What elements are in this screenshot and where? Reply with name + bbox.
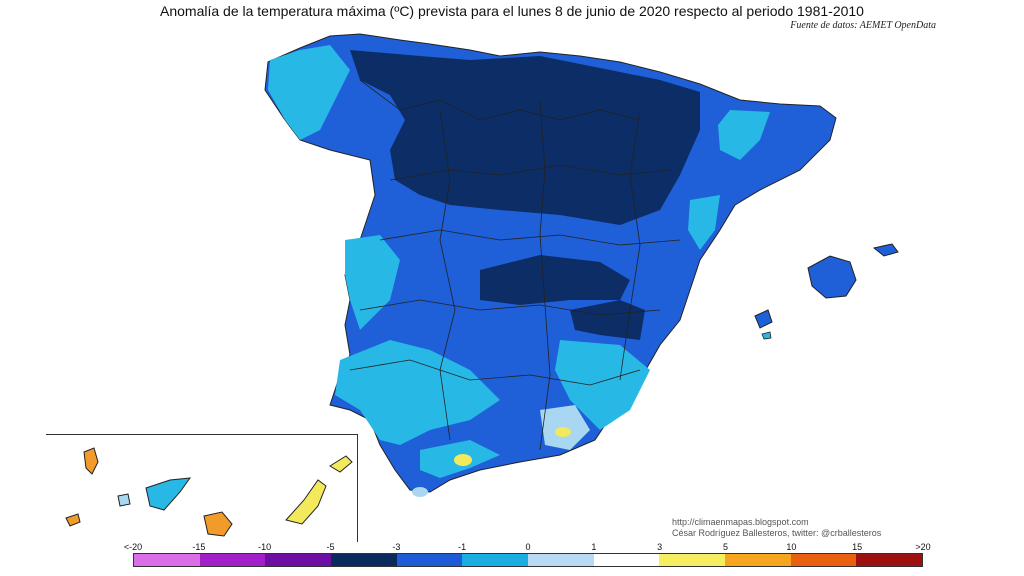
legend-tick-label: 10 bbox=[786, 542, 797, 552]
gran-canaria-shape bbox=[203, 511, 233, 537]
data-source: Fuente de datos: AEMET OpenData bbox=[790, 20, 936, 31]
anomaly-zone-light-east bbox=[555, 340, 650, 430]
legend-swatch bbox=[331, 554, 397, 566]
legend-swatch bbox=[462, 554, 529, 566]
la-palma-shape bbox=[83, 447, 99, 475]
mallorca-shape bbox=[807, 255, 857, 299]
canary-islands-inset-frame bbox=[46, 434, 358, 542]
legend-tick-label: 15 bbox=[852, 542, 863, 552]
color-scale-legend bbox=[133, 553, 923, 567]
legend-swatch bbox=[856, 554, 923, 566]
legend-swatch bbox=[134, 554, 200, 566]
anomaly-spot-yellow-granada bbox=[555, 427, 571, 437]
legend-swatch bbox=[528, 554, 594, 566]
el-hierro-shape bbox=[65, 513, 81, 527]
legend-swatch bbox=[396, 554, 463, 566]
legend-tick-label: -15 bbox=[192, 542, 206, 552]
tenerife-shape bbox=[145, 477, 192, 511]
legend-tick-label: 5 bbox=[722, 542, 729, 552]
anomaly-zone-light-portugal-border bbox=[345, 235, 400, 330]
lanzarote-shape bbox=[329, 455, 353, 473]
author-credit: César Rodríguez Ballesteros, twitter: @c… bbox=[672, 528, 882, 538]
legend-swatch bbox=[593, 554, 660, 566]
legend-swatch bbox=[265, 554, 332, 566]
anomaly-zone-dark-east bbox=[570, 300, 645, 340]
legend-swatch bbox=[199, 554, 266, 566]
anomaly-zone-light-levante bbox=[688, 195, 720, 250]
menorca-shape bbox=[872, 243, 899, 257]
legend-tick-label: <-20 bbox=[123, 542, 143, 552]
anomaly-zone-dark-north bbox=[350, 50, 700, 225]
anomaly-zone-dark-center bbox=[480, 255, 630, 305]
anomaly-spot-pale-gibraltar bbox=[412, 487, 428, 497]
anomaly-zone-light-catalonia bbox=[718, 110, 770, 160]
legend-swatch bbox=[725, 554, 791, 566]
credits: http://climaenmapas.blogspot.com César R… bbox=[672, 517, 881, 539]
map-title: Anomalía de la temperatura máxima (ºC) p… bbox=[160, 3, 864, 19]
legend-tick-label: -1 bbox=[458, 542, 467, 552]
legend-tick-label: -10 bbox=[258, 542, 272, 552]
legend-swatch bbox=[790, 554, 857, 566]
anomaly-zone-light-south bbox=[335, 340, 500, 445]
legend-tick-label: -3 bbox=[392, 542, 401, 552]
province-borders bbox=[349, 79, 681, 451]
legend-tick-label: 0 bbox=[525, 542, 531, 552]
la-gomera-shape bbox=[117, 493, 131, 507]
anomaly-spot-yellow-malaga bbox=[454, 454, 472, 466]
legend-tick-label: >20 bbox=[915, 542, 931, 552]
legend-swatch bbox=[659, 554, 726, 566]
legend-tick-label: 1 bbox=[591, 542, 597, 552]
anomaly-zone-light-galicia bbox=[268, 45, 350, 140]
fuerteventura-shape bbox=[285, 479, 327, 525]
legend-tick-label: 3 bbox=[657, 542, 663, 552]
blog-url: http://climaenmapas.blogspot.com bbox=[672, 517, 809, 527]
legend-tick-label: -5 bbox=[326, 542, 335, 552]
ibiza-shape bbox=[754, 309, 773, 329]
formentera-shape bbox=[761, 331, 772, 340]
